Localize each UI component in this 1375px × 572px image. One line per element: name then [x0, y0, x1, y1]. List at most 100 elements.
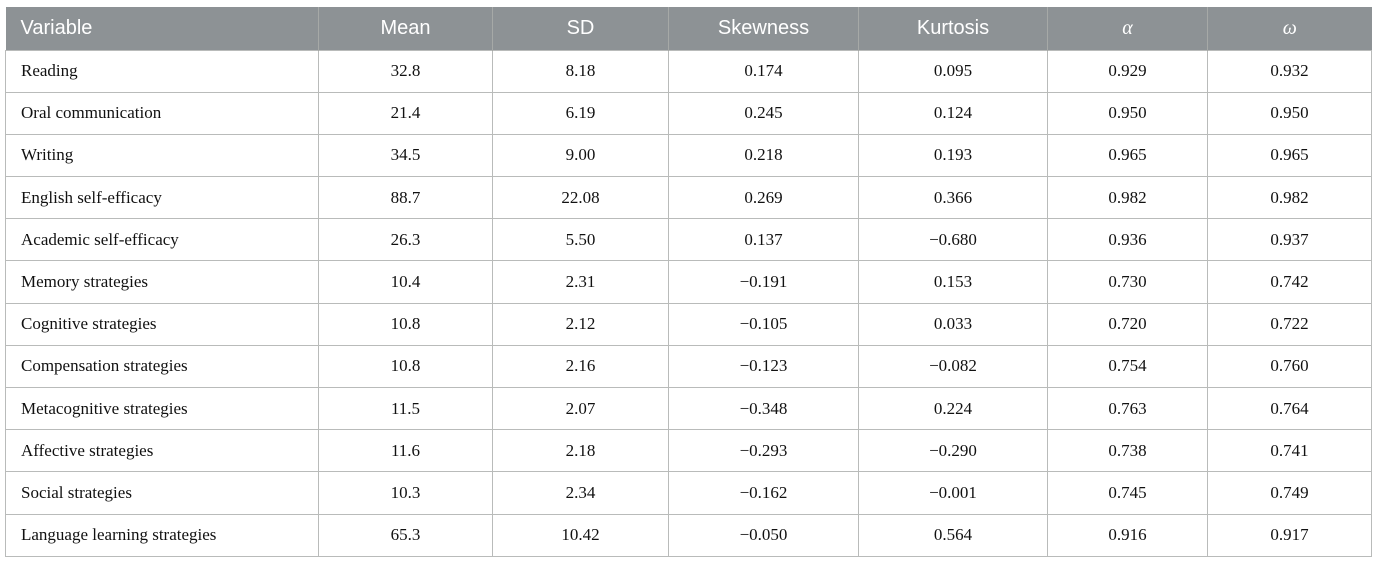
cell-skewness: −0.293 — [668, 429, 859, 473]
cell-sd: 8.18 — [492, 49, 669, 93]
cell-sd: 2.34 — [492, 471, 669, 515]
cell-kurtosis: 0.033 — [858, 302, 1048, 346]
cell-alpha: 0.720 — [1047, 302, 1208, 346]
cell-skewness: −0.123 — [668, 344, 859, 389]
descriptive-statistics-table: Variable Mean SD Skewness Kurtosis α ω R… — [5, 7, 1372, 557]
column-header-mean: Mean — [318, 7, 493, 50]
cell-alpha: 0.763 — [1047, 386, 1208, 431]
cell-omega: 0.932 — [1207, 49, 1372, 93]
column-header-omega: ω — [1207, 7, 1372, 50]
cell-variable: Reading — [5, 49, 319, 93]
column-header-sd: SD — [492, 7, 669, 50]
cell-kurtosis: 0.366 — [858, 176, 1048, 220]
cell-alpha: 0.916 — [1047, 513, 1208, 557]
cell-sd: 9.00 — [492, 133, 669, 178]
column-header-variable: Variable — [5, 7, 319, 50]
cell-sd: 2.18 — [492, 429, 669, 473]
cell-variable: Metacognitive strategies — [5, 386, 319, 431]
table-row: Academic self-efficacy 26.3 5.50 0.137 −0.68… — [5, 218, 1372, 262]
cell-variable: Writing — [5, 133, 319, 178]
cell-kurtosis: −0.082 — [858, 344, 1048, 389]
column-header-alpha: α — [1047, 7, 1208, 50]
cell-kurtosis: 0.193 — [858, 133, 1048, 178]
cell-skewness: −0.162 — [668, 471, 859, 515]
cell-kurtosis: 0.095 — [858, 49, 1048, 93]
cell-kurtosis: −0.290 — [858, 429, 1048, 473]
cell-mean: 88.7 — [318, 176, 493, 220]
table-row: Compensation strategies 10.8 2.16 −0.123 −0.… — [5, 344, 1372, 389]
cell-alpha: 0.754 — [1047, 344, 1208, 389]
header-row: Variable Mean SD Skewness Kurtosis α ω — [5, 7, 1372, 50]
column-header-skewness: Skewness — [668, 7, 859, 50]
cell-alpha: 0.738 — [1047, 429, 1208, 473]
cell-alpha: 0.730 — [1047, 260, 1208, 304]
column-header-kurtosis: Kurtosis — [858, 7, 1048, 50]
table-row: Social strategies 10.3 2.34 −0.162 −0.001 0.7… — [5, 471, 1372, 515]
cell-omega: 0.965 — [1207, 133, 1372, 178]
cell-omega: 0.742 — [1207, 260, 1372, 304]
cell-sd: 10.42 — [492, 513, 669, 557]
cell-skewness: −0.348 — [668, 386, 859, 431]
cell-mean: 10.3 — [318, 471, 493, 515]
cell-mean: 65.3 — [318, 513, 493, 557]
cell-variable: Compensation strategies — [5, 344, 319, 389]
table-row: English self-efficacy 88.7 22.08 0.269 0.366… — [5, 176, 1372, 220]
cell-sd: 2.31 — [492, 260, 669, 304]
cell-omega: 0.950 — [1207, 91, 1372, 135]
cell-kurtosis: 0.153 — [858, 260, 1048, 304]
cell-mean: 11.5 — [318, 386, 493, 431]
cell-variable: Oral communication — [5, 91, 319, 135]
cell-alpha: 0.745 — [1047, 471, 1208, 515]
cell-variable: Cognitive strategies — [5, 302, 319, 346]
cell-omega: 0.749 — [1207, 471, 1372, 515]
cell-variable: Affective strategies — [5, 429, 319, 473]
cell-mean: 21.4 — [318, 91, 493, 135]
cell-kurtosis: 0.564 — [858, 513, 1048, 557]
cell-sd: 2.07 — [492, 386, 669, 431]
cell-skewness: 0.269 — [668, 176, 859, 220]
cell-skewness: 0.174 — [668, 49, 859, 93]
cell-kurtosis: −0.680 — [858, 218, 1048, 262]
table-row: Affective strategies 11.6 2.18 −0.293 −0.290… — [5, 429, 1372, 473]
cell-mean: 10.8 — [318, 344, 493, 389]
table-row: Oral communication 21.4 6.19 0.245 0.124 0.95… — [5, 91, 1372, 135]
table-row: Language learning strategies 65.3 10.42 −0.… — [5, 513, 1372, 557]
table-row: Cognitive strategies 10.8 2.12 −0.105 0.033 0… — [5, 302, 1372, 346]
cell-mean: 26.3 — [318, 218, 493, 262]
cell-kurtosis: −0.001 — [858, 471, 1048, 515]
cell-alpha: 0.950 — [1047, 91, 1208, 135]
cell-sd: 2.12 — [492, 302, 669, 346]
cell-sd: 5.50 — [492, 218, 669, 262]
cell-mean: 34.5 — [318, 133, 493, 178]
cell-mean: 10.8 — [318, 302, 493, 346]
cell-skewness: −0.191 — [668, 260, 859, 304]
table-row: Metacognitive strategies 11.5 2.07 −0.348 0.… — [5, 386, 1372, 431]
cell-skewness: 0.245 — [668, 91, 859, 135]
cell-sd: 2.16 — [492, 344, 669, 389]
cell-skewness: 0.218 — [668, 133, 859, 178]
cell-mean: 10.4 — [318, 260, 493, 304]
cell-kurtosis: 0.224 — [858, 386, 1048, 431]
cell-variable: Language learning strategies — [5, 513, 319, 557]
table-body: Reading 32.8 8.18 0.174 0.095 0.929 0.932 Oral … — [5, 49, 1372, 557]
cell-mean: 32.8 — [318, 49, 493, 93]
cell-omega: 0.982 — [1207, 176, 1372, 220]
cell-kurtosis: 0.124 — [858, 91, 1048, 135]
table-row: Memory strategies 10.4 2.31 −0.191 0.153 0.73… — [5, 260, 1372, 304]
cell-omega: 0.764 — [1207, 386, 1372, 431]
cell-omega: 0.917 — [1207, 513, 1372, 557]
cell-variable: Memory strategies — [5, 260, 319, 304]
cell-sd: 22.08 — [492, 176, 669, 220]
cell-alpha: 0.936 — [1047, 218, 1208, 262]
cell-alpha: 0.982 — [1047, 176, 1208, 220]
cell-sd: 6.19 — [492, 91, 669, 135]
cell-skewness: −0.105 — [668, 302, 859, 346]
cell-alpha: 0.965 — [1047, 133, 1208, 178]
cell-variable: English self-efficacy — [5, 176, 319, 220]
cell-omega: 0.760 — [1207, 344, 1372, 389]
cell-omega: 0.722 — [1207, 302, 1372, 346]
cell-skewness: 0.137 — [668, 218, 859, 262]
cell-omega: 0.741 — [1207, 429, 1372, 473]
cell-alpha: 0.929 — [1047, 49, 1208, 93]
